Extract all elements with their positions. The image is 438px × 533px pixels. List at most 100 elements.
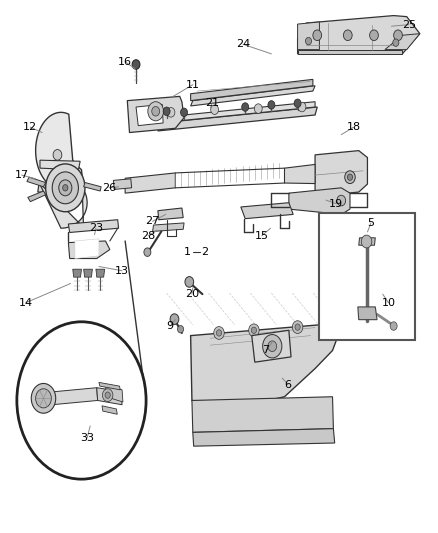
Polygon shape (358, 307, 377, 320)
Circle shape (292, 321, 303, 334)
Circle shape (361, 235, 372, 248)
Polygon shape (297, 22, 319, 50)
Circle shape (35, 389, 51, 408)
Circle shape (211, 105, 219, 115)
Circle shape (313, 30, 321, 41)
Circle shape (148, 102, 163, 121)
Text: 20: 20 (185, 289, 199, 299)
Bar (318, 213, 416, 340)
Polygon shape (113, 179, 132, 189)
Polygon shape (84, 182, 101, 191)
Circle shape (390, 322, 397, 330)
Text: 1: 1 (184, 247, 191, 256)
Polygon shape (127, 96, 184, 133)
Polygon shape (359, 238, 375, 245)
Polygon shape (35, 112, 83, 188)
Polygon shape (297, 15, 420, 54)
Polygon shape (75, 239, 99, 259)
Polygon shape (125, 173, 175, 193)
Text: 27: 27 (145, 216, 160, 227)
Text: 15: 15 (255, 231, 269, 241)
Circle shape (31, 383, 56, 413)
Circle shape (305, 37, 311, 45)
Polygon shape (28, 191, 46, 201)
Circle shape (295, 324, 300, 330)
Text: 19: 19 (329, 199, 343, 209)
Circle shape (214, 327, 224, 340)
Polygon shape (252, 330, 291, 362)
Text: 21: 21 (205, 98, 219, 108)
Polygon shape (96, 269, 105, 277)
Circle shape (163, 107, 170, 116)
Circle shape (394, 30, 403, 41)
Polygon shape (40, 160, 80, 169)
Text: 13: 13 (115, 266, 129, 276)
Text: 24: 24 (236, 39, 250, 49)
Circle shape (251, 327, 257, 334)
Circle shape (180, 108, 187, 117)
Text: 18: 18 (346, 122, 360, 132)
Circle shape (167, 108, 175, 117)
Text: 25: 25 (402, 20, 416, 30)
Circle shape (343, 30, 352, 41)
Polygon shape (158, 208, 183, 220)
Polygon shape (84, 269, 92, 277)
Circle shape (263, 335, 282, 358)
Circle shape (294, 99, 301, 108)
Text: 28: 28 (141, 231, 155, 241)
Polygon shape (99, 382, 120, 390)
Circle shape (132, 60, 140, 69)
Circle shape (347, 174, 353, 180)
Circle shape (268, 341, 277, 352)
Polygon shape (39, 182, 87, 230)
Polygon shape (40, 387, 98, 406)
Text: 9: 9 (166, 321, 173, 331)
Polygon shape (285, 165, 315, 183)
Polygon shape (385, 34, 420, 50)
Circle shape (59, 180, 72, 196)
Circle shape (52, 172, 78, 204)
Polygon shape (152, 223, 184, 231)
Circle shape (63, 184, 68, 191)
Circle shape (216, 330, 222, 336)
Polygon shape (97, 387, 122, 405)
Circle shape (298, 102, 306, 112)
Polygon shape (191, 324, 339, 406)
Polygon shape (192, 397, 333, 432)
Polygon shape (193, 429, 335, 446)
Circle shape (249, 324, 259, 337)
Text: 11: 11 (186, 80, 200, 90)
Polygon shape (241, 203, 293, 219)
Circle shape (268, 101, 275, 109)
Circle shape (152, 107, 159, 116)
Polygon shape (68, 220, 119, 232)
Polygon shape (297, 50, 403, 54)
Polygon shape (289, 188, 350, 214)
Polygon shape (106, 384, 123, 402)
Circle shape (393, 39, 399, 46)
Text: 33: 33 (80, 433, 94, 443)
Circle shape (185, 277, 194, 287)
Circle shape (53, 150, 62, 160)
Circle shape (242, 103, 249, 111)
Polygon shape (27, 177, 46, 187)
Polygon shape (73, 269, 81, 277)
Polygon shape (191, 86, 315, 106)
Circle shape (144, 248, 151, 256)
Circle shape (102, 389, 113, 401)
Text: 17: 17 (14, 170, 29, 180)
Circle shape (17, 322, 146, 479)
Circle shape (170, 314, 179, 325)
Polygon shape (191, 79, 313, 101)
Text: 12: 12 (23, 122, 37, 132)
Text: 26: 26 (102, 183, 116, 193)
Text: 2: 2 (201, 247, 208, 256)
Text: 10: 10 (381, 297, 396, 308)
Circle shape (46, 164, 85, 212)
Text: 14: 14 (19, 297, 33, 308)
Circle shape (345, 171, 355, 183)
Text: 7: 7 (263, 345, 270, 356)
Circle shape (370, 30, 378, 41)
Text: 23: 23 (89, 223, 103, 233)
Circle shape (254, 104, 262, 114)
